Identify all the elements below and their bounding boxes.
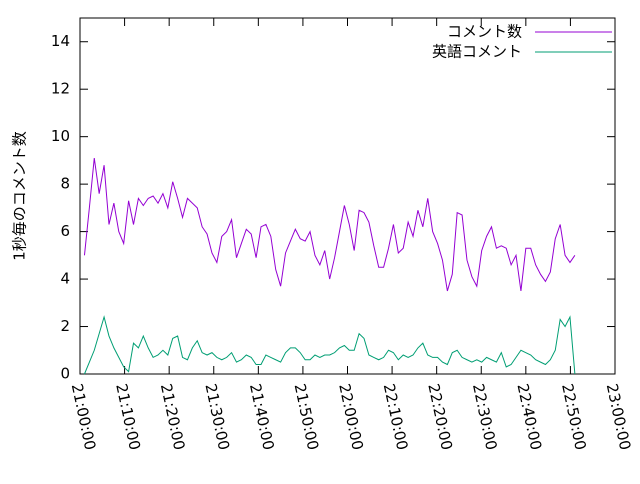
x-tick-label: 22:00:00 [335,382,367,452]
plot-frame [79,17,616,375]
x-tick-label: 22:20:00 [424,382,456,452]
x-tick-label: 23:00:00 [603,382,635,452]
y-tick-label: 0 [60,365,70,383]
x-tick-label: 22:40:00 [514,382,546,452]
x-tick-label: 22:50:00 [558,382,590,452]
y-tick-label: 4 [60,270,70,288]
y-axis-label: 1秒毎のコメント数 [11,131,29,261]
legend-label: コメント数 [447,23,522,41]
x-tick-label: 22:10:00 [380,382,412,452]
x-tick-label: 21:10:00 [112,382,144,452]
y-tick-label: 2 [60,317,70,335]
x-tick-label: 22:30:00 [469,382,501,452]
series-line [83,157,576,292]
y-tick-label: 12 [51,80,70,98]
y-tick-label: 6 [60,222,70,240]
y-tick-label: 8 [60,175,70,193]
x-tick-label: 21:40:00 [246,382,278,452]
x-tick-label: 21:50:00 [291,382,323,452]
y-tick-label: 14 [51,32,70,50]
series-line [83,315,576,375]
x-tick-label: 21:20:00 [157,382,189,452]
x-tick-label: 21:00:00 [68,382,100,452]
legend-label: 英語コメント [432,43,522,61]
x-tick-label: 21:30:00 [201,382,233,452]
y-tick-label: 10 [51,127,70,145]
